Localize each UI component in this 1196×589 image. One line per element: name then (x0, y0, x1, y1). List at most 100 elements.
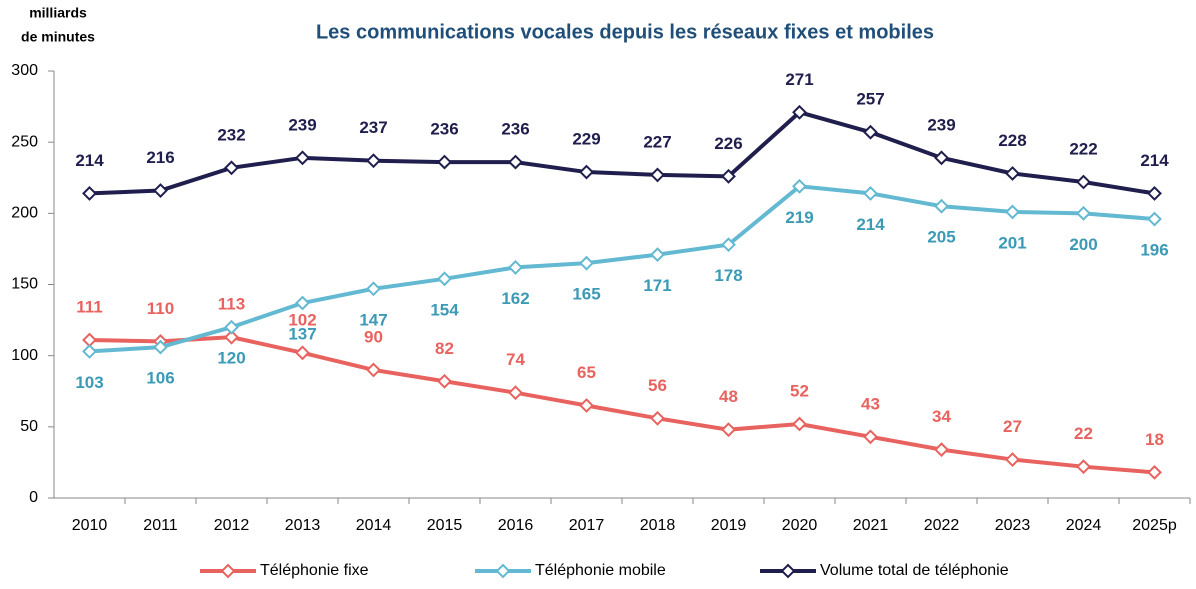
point-marker (721, 237, 736, 253)
point-marker (508, 154, 523, 170)
data-label: 74 (506, 350, 525, 369)
x-tick-label: 2022 (924, 517, 960, 534)
point-marker (366, 362, 381, 378)
point-marker (508, 260, 523, 275)
legend-label: Volume total de téléphonie (820, 562, 1009, 579)
point-marker (295, 345, 310, 361)
data-label: 43 (861, 394, 880, 413)
x-tick-label: 2014 (356, 517, 392, 534)
point-marker (792, 104, 807, 120)
data-label: 229 (572, 130, 600, 149)
point-marker (437, 271, 452, 287)
y-tick-label: 250 (11, 133, 38, 150)
y-axis-label: de minutes (21, 29, 95, 45)
data-label: 214 (1140, 151, 1169, 170)
x-tick-label: 2019 (711, 517, 747, 534)
point-marker (295, 295, 310, 311)
data-label: 162 (501, 289, 529, 308)
data-label: 214 (856, 215, 885, 234)
data-label: 147 (359, 310, 387, 329)
x-tick-label: 2017 (569, 517, 605, 534)
point-marker (650, 167, 665, 183)
data-label: 22 (1074, 424, 1093, 443)
y-axis-label: milliards (29, 5, 87, 21)
x-tick-label: 2010 (72, 517, 108, 534)
data-label: 106 (146, 369, 174, 388)
point-marker (1076, 459, 1091, 475)
point-marker (863, 124, 878, 140)
legend-label: Téléphonie mobile (535, 562, 666, 579)
x-tick-label: 2013 (285, 517, 321, 534)
data-label: 232 (217, 125, 245, 144)
data-label: 34 (932, 407, 951, 426)
data-label: 236 (501, 120, 529, 139)
data-label: 219 (785, 208, 813, 227)
legend-marker (220, 563, 236, 579)
data-label: 111 (76, 297, 103, 316)
y-tick-label: 100 (11, 347, 38, 364)
x-tick-label: 2024 (1066, 517, 1102, 534)
point-marker (721, 422, 736, 438)
point-marker (224, 319, 239, 335)
data-label: 82 (435, 339, 454, 358)
y-tick-label: 150 (11, 276, 38, 293)
series-line (89, 335, 1155, 475)
point-marker (579, 255, 594, 271)
data-label: 110 (147, 299, 174, 318)
point-marker (1005, 166, 1020, 181)
data-label: 137 (288, 324, 316, 343)
x-tick-label: 2018 (640, 517, 676, 534)
data-label: 237 (359, 118, 387, 137)
legend-marker (495, 563, 511, 579)
x-tick-label: 2023 (995, 517, 1031, 534)
data-label: 65 (577, 363, 596, 382)
x-tick-label: 2016 (498, 517, 534, 534)
point-marker (224, 160, 239, 176)
point-marker (82, 185, 97, 201)
point-marker (579, 398, 594, 413)
point-marker (1147, 185, 1162, 201)
data-label: 214 (75, 151, 104, 170)
x-tick-label: 2012 (214, 517, 250, 534)
x-tick-label: 2020 (782, 517, 818, 534)
x-tick-label: 2025p (1132, 517, 1177, 534)
chart-title: Les communications vocales depuis les ré… (316, 21, 934, 43)
legend-marker (780, 563, 796, 579)
point-marker (153, 183, 168, 198)
point-marker (366, 281, 381, 297)
x-tick-label: 2015 (427, 517, 463, 534)
x-tick-label: 2021 (853, 517, 889, 534)
point-marker (437, 373, 452, 389)
data-label: 165 (572, 285, 600, 304)
point-marker (863, 429, 878, 445)
legend-label: Téléphonie fixe (260, 562, 369, 579)
data-label: 48 (719, 387, 738, 406)
point-marker (508, 385, 523, 401)
data-label: 56 (648, 376, 667, 395)
data-label: 226 (714, 134, 742, 153)
point-marker (1076, 205, 1091, 221)
data-label: 113 (218, 295, 245, 314)
data-label: 271 (785, 70, 813, 89)
data-label: 196 (1140, 241, 1168, 260)
data-label: 216 (146, 148, 174, 167)
point-marker (153, 339, 168, 355)
data-label: 236 (430, 120, 458, 139)
data-label: 200 (1069, 235, 1097, 254)
point-marker (224, 329, 239, 345)
y-tick-label: 50 (20, 418, 38, 435)
point-marker (792, 416, 807, 432)
point-marker (1076, 174, 1091, 190)
y-tick-label: 0 (29, 489, 38, 506)
series-line (89, 184, 1155, 354)
data-label: 103 (75, 373, 103, 392)
point-marker (1005, 452, 1020, 467)
point-marker (650, 410, 665, 426)
x-tick-label: 2011 (143, 517, 178, 534)
data-label: 239 (288, 115, 316, 134)
data-label: 201 (998, 233, 1026, 252)
series-line (89, 110, 1155, 196)
point-marker (1005, 204, 1020, 220)
data-label: 102 (288, 310, 316, 329)
